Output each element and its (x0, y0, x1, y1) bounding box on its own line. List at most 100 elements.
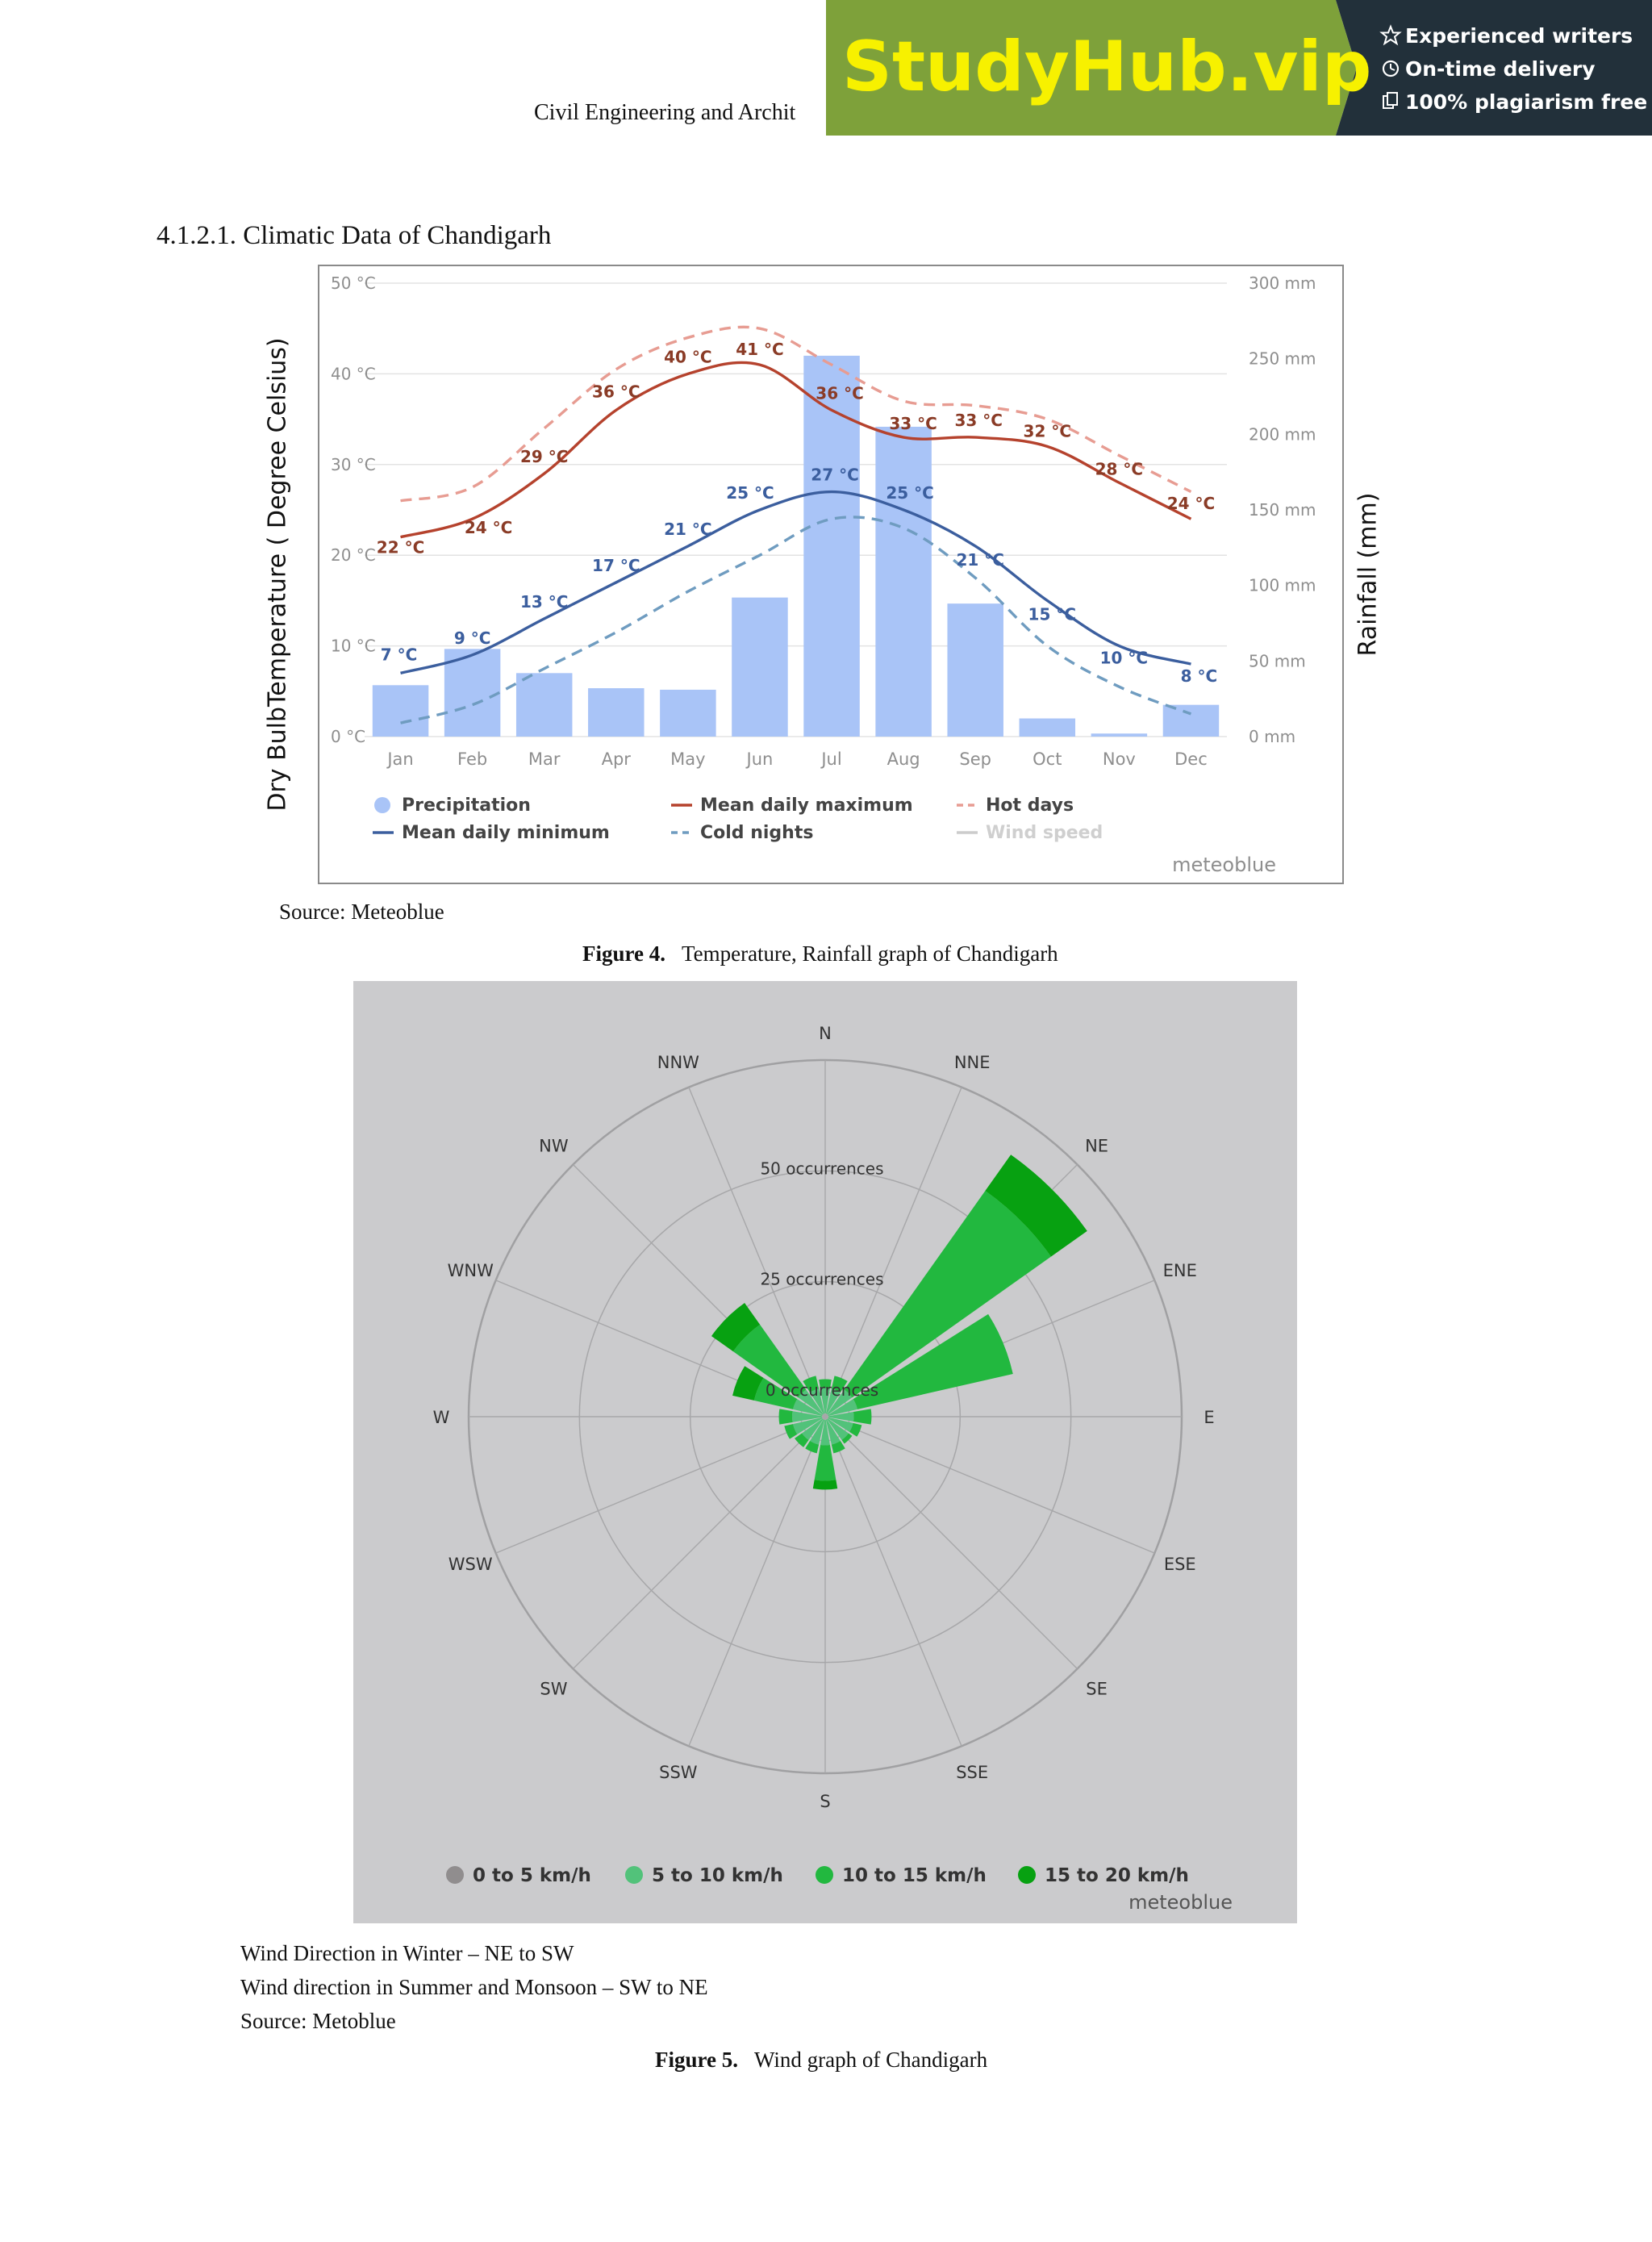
mean-max-line (400, 361, 1192, 539)
running-header: Civil Engineering and Archit (534, 100, 796, 125)
wind-wedge (803, 1376, 820, 1392)
left-tick-label: 20 °C (331, 545, 376, 565)
direction-label: NNW (657, 1053, 699, 1072)
wind-wedge (732, 1324, 807, 1398)
legend-marker (816, 1866, 833, 1884)
legend-label: Hot days (986, 795, 1074, 816)
banner-feature: On-time delivery (1405, 57, 1596, 81)
legend-marker (1018, 1866, 1036, 1884)
direction-label: N (819, 1024, 832, 1043)
max-value-label: 36 °C (592, 382, 640, 401)
legend-marker (625, 1866, 643, 1884)
direction-label: SE (1086, 1680, 1108, 1699)
precipitation-bar (588, 688, 645, 737)
direction-label: ESE (1164, 1555, 1196, 1574)
clock-icon (1382, 60, 1400, 77)
wind-wedge (810, 1388, 825, 1414)
legend-label: 10 to 15 km/h (842, 1865, 987, 1886)
wind-wedge (820, 1419, 830, 1446)
left-tick-label: 10 °C (331, 637, 376, 656)
max-value-label: 33 °C (954, 411, 1002, 430)
wind-wedge (820, 1388, 830, 1414)
legend-label: 0 to 5 km/h (473, 1865, 591, 1886)
max-value-label: 40 °C (664, 347, 711, 366)
wind-wedge (819, 1379, 832, 1389)
max-value-label: 33 °C (889, 414, 937, 433)
wind-wedge (793, 1399, 823, 1417)
precipitation-bar (875, 426, 932, 737)
max-value-label: 41 °C (736, 340, 783, 359)
direction-label: E (1204, 1408, 1214, 1427)
max-value-label: 28 °C (1095, 459, 1143, 478)
month-label: Jul (820, 749, 841, 769)
max-value-label: 22 °C (377, 538, 424, 557)
wind-note-winter: Wind Direction in Winter – NE to SW (240, 1941, 574, 1965)
month-label: Nov (1103, 749, 1136, 769)
precipitation-bar (444, 649, 501, 737)
direction-label: NW (539, 1136, 569, 1155)
direction-label: SSE (956, 1763, 988, 1782)
max-value-label: 32 °C (1024, 421, 1071, 440)
spoke-gridline (824, 1416, 1155, 1554)
month-label: May (670, 749, 705, 769)
direction-label: ENE (1163, 1261, 1197, 1280)
min-value-label: 7 °C (381, 645, 418, 664)
banner-graphic: StudyHub.vip Experienced writers On-time… (826, 0, 1652, 136)
studyhub-banner[interactable]: StudyHub.vip Experienced writers On-time… (826, 0, 1652, 136)
precipitation-bar (660, 689, 716, 737)
wind-rose-chart: N NNE NE ENE E ESE SE SSE S SSW SW WSW W WNW NW NNW 0 oc… (353, 981, 1297, 1923)
month-label: Apr (602, 749, 632, 769)
wind-wedge (849, 1422, 862, 1437)
wind-wedge (778, 1409, 793, 1425)
min-value-label: 9 °C (454, 628, 491, 648)
min-value-label: 25 °C (726, 483, 774, 503)
legend-marker (374, 797, 390, 813)
min-value-label: 15 °C (1028, 604, 1076, 624)
precipitation-bar (947, 603, 1003, 737)
month-label: Jun (745, 749, 774, 769)
wind-wedge (732, 1366, 764, 1401)
direction-label: WSW (448, 1555, 493, 1574)
wind-wedge (828, 1417, 853, 1432)
spoke-gridline (824, 1416, 962, 1747)
wind-wedge (825, 1419, 841, 1445)
precipitation-bar (1091, 733, 1148, 737)
direction-label: SW (540, 1680, 567, 1699)
month-label: Jan (386, 749, 413, 769)
temperature-rainfall-chart: 0 °C 10 °C 20 °C 30 °C 40 °C 50 °C 0 mm 50 mm 10… (318, 265, 1344, 884)
max-value-label: 24 °C (465, 518, 512, 537)
right-tick-label: 0 mm (1249, 727, 1295, 746)
spoke-gridline (824, 1416, 1078, 1670)
left-tick-label: 50 °C (331, 273, 376, 293)
max-value-label: 29 °C (520, 447, 568, 466)
spoke-gridline (688, 1087, 826, 1417)
precipitation-bar (1162, 704, 1220, 737)
star-icon (1379, 24, 1402, 46)
min-value-label: 21 °C (664, 520, 711, 539)
meteoblue-watermark: meteoblue (1128, 1891, 1233, 1914)
right-tick-label: 50 mm (1249, 651, 1306, 670)
wind-wedge (828, 1399, 857, 1417)
direction-label: S (820, 1792, 830, 1811)
legend-label: Wind speed (986, 823, 1103, 843)
banner-feature: Experienced writers (1405, 24, 1633, 48)
wind-note-summer: Wind direction in Summer and Monsoon – S… (240, 1975, 708, 1999)
right-tick-label: 200 mm (1249, 424, 1316, 444)
figure4-caption: Figure 4. Temperature, Rainfall graph of … (582, 941, 1058, 966)
spoke-gridline (572, 1416, 826, 1670)
wind-wedge (810, 1419, 825, 1445)
direction-label: WNW (448, 1261, 494, 1280)
direction-label: SSW (659, 1763, 698, 1782)
temperature-rainfall-svg: 0 °C 10 °C 20 °C 30 °C 40 °C 50 °C 0 mm 50 mm 10… (331, 273, 1316, 876)
precipitation-bar (372, 685, 429, 737)
wind-wedge (802, 1418, 824, 1440)
min-value-label: 27 °C (811, 466, 858, 485)
min-value-label: 25 °C (886, 483, 933, 503)
hot-days-line (400, 325, 1192, 503)
banner-logo: StudyHub.vip (842, 27, 1371, 107)
wind-wedge (792, 1411, 823, 1422)
min-value-label: 13 °C (520, 592, 568, 612)
legend-label: Precipitation (402, 795, 531, 816)
wind-wedge (753, 1377, 798, 1409)
direction-label: NNE (954, 1053, 991, 1072)
